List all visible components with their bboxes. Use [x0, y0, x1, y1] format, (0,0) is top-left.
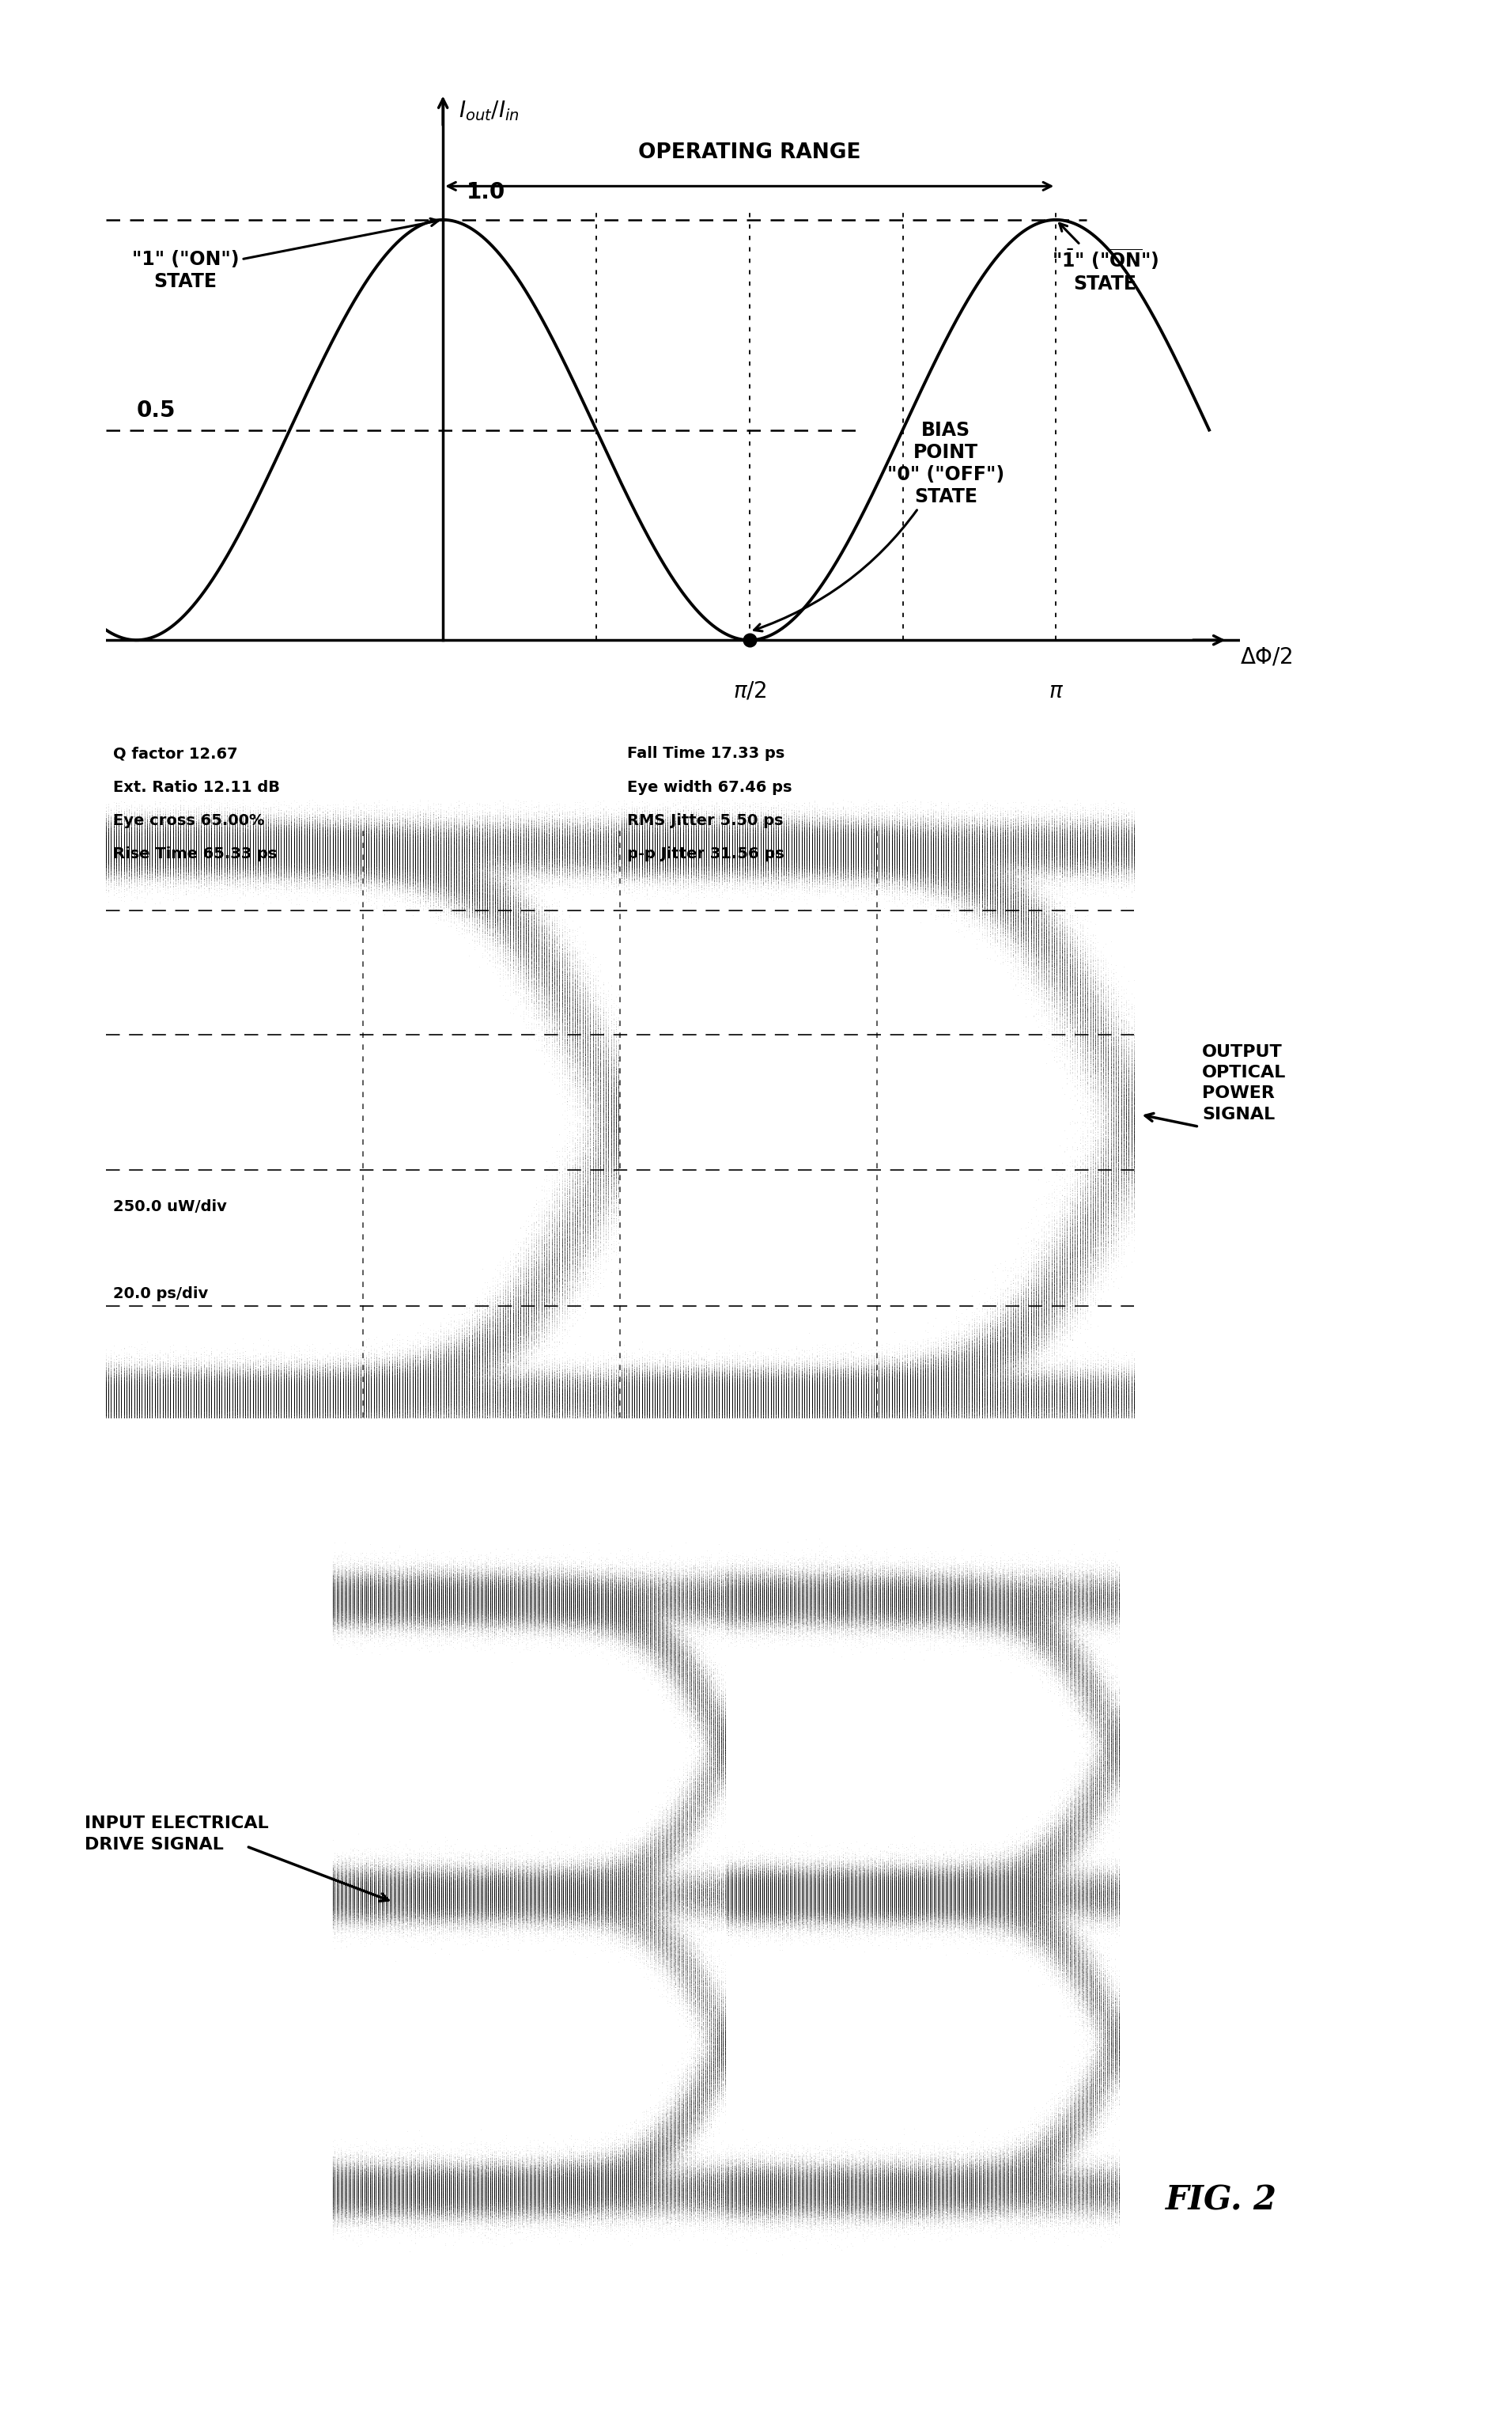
- Text: "1" ("ON")
STATE: "1" ("ON") STATE: [132, 218, 438, 291]
- Text: Ext. Ratio 12.11 dB: Ext. Ratio 12.11 dB: [113, 780, 280, 795]
- Text: Eye width 67.46 ps: Eye width 67.46 ps: [627, 780, 792, 795]
- Text: Q factor 12.67: Q factor 12.67: [113, 746, 237, 761]
- Text: INPUT ELECTRICAL
DRIVE SIGNAL: INPUT ELECTRICAL DRIVE SIGNAL: [85, 1815, 269, 1854]
- Text: Fall Time 17.33 ps: Fall Time 17.33 ps: [627, 746, 785, 761]
- Text: FIG. 2: FIG. 2: [1166, 2183, 1278, 2217]
- Text: $\Delta\Phi/2$: $\Delta\Phi/2$: [1240, 647, 1293, 669]
- Text: "$\mathbf{\bar{1}}$" ("$\mathbf{\overline{ON}}$")
STATE: "$\mathbf{\bar{1}}$" ("$\mathbf{\overlin…: [1051, 223, 1158, 293]
- Text: 250.0 uW/div: 250.0 uW/div: [113, 1199, 227, 1214]
- Text: 1.0: 1.0: [466, 182, 505, 204]
- Text: $\pi$: $\pi$: [1048, 681, 1063, 703]
- Text: 0.5: 0.5: [136, 400, 175, 422]
- Text: OUTPUT
OPTICAL
POWER
SIGNAL: OUTPUT OPTICAL POWER SIGNAL: [1202, 1044, 1287, 1122]
- Text: Eye cross 65.00%: Eye cross 65.00%: [113, 814, 265, 829]
- Text: RMS Jitter 5.50 ps: RMS Jitter 5.50 ps: [627, 814, 783, 829]
- Text: p-p Jitter 31.56 ps: p-p Jitter 31.56 ps: [627, 846, 785, 863]
- Text: OPERATING RANGE: OPERATING RANGE: [638, 143, 860, 162]
- Text: Rise Time 65.33 ps: Rise Time 65.33 ps: [113, 846, 277, 863]
- Text: 20.0 ps/div: 20.0 ps/div: [113, 1287, 209, 1301]
- Text: BIAS
POINT
"0" ("OFF")
STATE: BIAS POINT "0" ("OFF") STATE: [754, 422, 1004, 632]
- Text: $\pi/2$: $\pi/2$: [733, 681, 767, 703]
- Text: $\mathit{I}_{out}/\mathit{I}_{in}$: $\mathit{I}_{out}/\mathit{I}_{in}$: [458, 99, 519, 121]
